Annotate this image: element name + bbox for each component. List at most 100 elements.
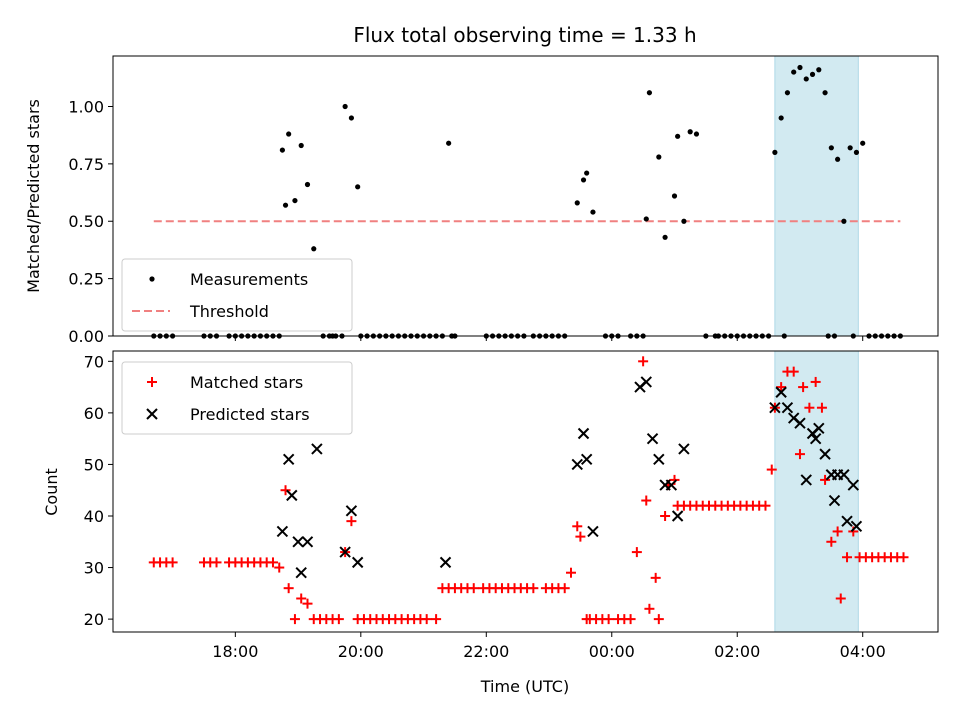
measurement-point — [348, 115, 355, 121]
predicted-star-point — [850, 520, 863, 533]
top-y-tick-label: 0.25 — [68, 270, 104, 289]
x-b — [640, 376, 652, 388]
measurement-point — [784, 90, 791, 96]
matched-star-point — [832, 526, 843, 537]
x-b — [653, 453, 665, 465]
x-b — [146, 408, 158, 420]
predicted-star-point — [646, 432, 659, 445]
x-b — [781, 402, 794, 414]
top-axes-frame — [112, 55, 939, 337]
matched-star-point — [898, 552, 909, 563]
predicted-star-point — [276, 525, 289, 538]
predicted-star-point — [794, 417, 806, 429]
top-highlight-span — [774, 55, 859, 337]
measurement-point — [816, 67, 822, 73]
top-y-tick-label: 1.00 — [68, 97, 104, 116]
matched-star-point — [631, 547, 642, 558]
matched-star-point — [575, 531, 586, 542]
matched-star-point — [653, 614, 664, 625]
matched-star-point — [289, 614, 300, 625]
matched-star-point — [776, 382, 787, 393]
bottom-highlight-span — [774, 350, 859, 633]
matched-star-point — [468, 583, 479, 594]
measurement-point — [809, 71, 816, 77]
matched-star-point — [274, 562, 285, 573]
top-panel: 0.00 0.25 0.50 0.75 1.00 Matched/Predicted s… — [24, 55, 939, 346]
measurement-point — [860, 140, 866, 146]
matched-star-point — [431, 614, 442, 625]
measurement-point — [778, 115, 784, 121]
chart-title: Flux total observing time = 1.33 h — [353, 23, 696, 47]
x-b — [301, 536, 314, 548]
predicted-star-point — [439, 556, 452, 569]
legend-plus-swatch — [147, 377, 157, 387]
bottom-axes-frame — [112, 350, 939, 633]
bottom-y-ticks: 20 30 40 50 60 70 — [84, 352, 113, 629]
measurement-point — [282, 202, 289, 208]
predicted-star-point — [286, 489, 298, 502]
measurement-point — [590, 209, 596, 215]
measurement-point — [687, 129, 693, 135]
bottom-y-tick-label: 60 — [84, 404, 104, 423]
x-b — [292, 536, 304, 548]
x-b — [295, 566, 307, 579]
matched-star-point — [267, 557, 278, 568]
top-y-tick-label: 0.00 — [68, 327, 104, 346]
x-b — [646, 432, 659, 445]
measurement-point — [681, 218, 687, 224]
predicted-star-point — [587, 525, 599, 538]
x-b — [678, 443, 690, 455]
measurement-point — [772, 149, 778, 155]
bottom-x-tick-label: 18:00 — [212, 642, 258, 661]
measurement-point — [841, 218, 847, 224]
matched-star-point — [650, 572, 661, 583]
measurement-point — [797, 64, 803, 71]
measurement-point — [671, 193, 678, 199]
matched-star-point — [760, 500, 771, 511]
measurement-point — [311, 246, 317, 252]
top-legend: Measurements Threshold — [121, 258, 353, 332]
matched-star-point — [804, 402, 815, 413]
top-x-ticks — [234, 336, 864, 341]
matched-star-point — [638, 356, 649, 367]
legend-label: Threshold — [189, 302, 269, 321]
top-y-axis-label: Matched/Predicted stars — [24, 99, 43, 293]
x-b — [577, 427, 590, 440]
predicted-star-point — [295, 566, 307, 579]
bottom-x-ticks: 18:00 20:00 22:00 00:00 02:00 04:00 — [212, 632, 886, 661]
predicted-star-point — [809, 432, 822, 445]
x-b — [775, 386, 787, 398]
legend-label: Predicted stars — [190, 405, 310, 424]
bottom-y-tick-label: 30 — [84, 559, 104, 578]
matched-star-point — [835, 593, 846, 604]
predicted-star-point — [339, 546, 351, 558]
matched-star-point — [333, 614, 344, 625]
x-axis-label: Time (UTC) — [480, 677, 569, 696]
measurement-point — [835, 156, 841, 162]
predicted-star-point — [571, 458, 583, 471]
x-b — [311, 443, 323, 455]
matched-star-point — [842, 552, 853, 563]
bottom-legend: Matched stars Predicted stars — [121, 361, 353, 435]
matched-star-point — [421, 614, 432, 625]
measurement-point — [646, 90, 653, 96]
bottom-panel: 20 30 40 50 60 70 18:00 20:00 22:00 00:00 02:00 04… — [42, 350, 939, 696]
predicted-star-point — [282, 453, 295, 465]
bottom-x-tick-label: 02:00 — [714, 642, 760, 661]
measurement-point — [574, 200, 580, 206]
x-b — [580, 453, 593, 465]
bottom-x-tick-label: 00:00 — [589, 642, 635, 661]
predicted-star-point — [665, 479, 678, 491]
legend-box — [121, 361, 353, 435]
x-b — [339, 546, 351, 558]
measurement-point — [662, 234, 668, 240]
x-b — [276, 525, 289, 538]
matched-star-point — [816, 402, 827, 413]
measurement-point — [822, 90, 828, 96]
legend-box — [121, 258, 353, 332]
measurement-point — [791, 69, 797, 75]
x-b — [850, 520, 863, 533]
matched-star-point — [296, 593, 307, 604]
x-b — [282, 453, 295, 465]
